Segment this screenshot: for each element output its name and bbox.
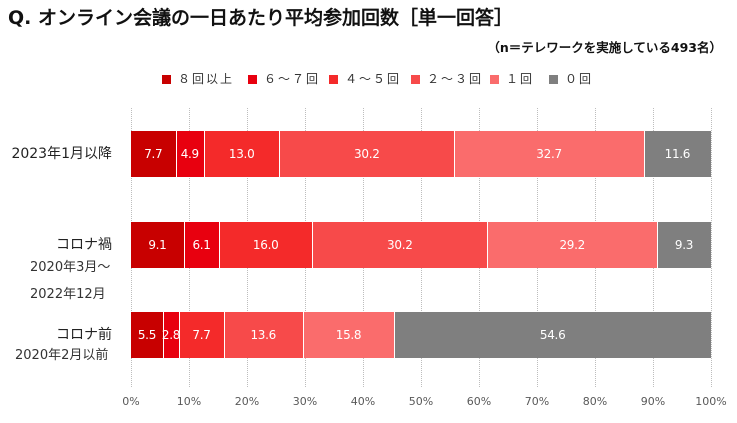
bar-covid-period-8-plus-times [131,222,184,268]
legend-swatch-2-3-times [411,74,420,84]
x-tick-label-80pct: 80% [582,395,608,408]
legend-label-4-5-times: ４～５回 [345,72,402,86]
value-label-2023-onward-0-times: 11.6 [664,147,691,161]
bar-2023-onward-2-3-times [279,131,455,177]
legend-label-0-times: ０回 [565,72,594,86]
value-label-pre-covid-0-times: 54.6 [539,328,566,342]
legend-label-6-7-times: ６～７回 [264,72,321,86]
sample-size-note: （n＝テレワークを実施している493名） [487,40,722,55]
legend-swatch-8-plus-times [162,74,171,84]
bar-pre-covid-8-plus-times [131,312,163,358]
value-label-covid-period-2-3-times: 30.2 [387,238,413,252]
legend-label-2-3-times: ２～３回 [427,72,484,86]
x-tick-label-20pct: 20% [234,395,260,408]
bar-pre-covid-0-times [394,312,711,358]
category-sublabel-covid-period-1: 2020年3月～ [30,260,111,275]
bar-2023-onward-6-7-times [175,131,204,177]
x-tick-label-10pct: 10% [176,395,202,408]
category-label-covid-period: コロナ禍 [56,237,112,253]
value-label-pre-covid-2-3-times: 13.6 [250,328,276,342]
legend-swatch-4-5-times [329,74,338,84]
chart-title: Q. オンライン会議の一日あたり平均参加回数［単一回答］ [8,7,513,29]
value-label-covid-period-8-plus-times: 9.1 [148,238,167,252]
value-label-2023-onward-2-3-times: 30.2 [354,147,380,161]
legend-label-1-time: １回 [506,72,535,86]
bar-covid-period-4-5-times [219,222,313,268]
x-tick-label-60pct: 60% [466,395,492,408]
x-tick-label-70pct: 70% [524,395,550,408]
legend-item-0-times: ０回 [549,70,593,88]
bar-2023-onward-1-time [454,131,644,177]
value-label-pre-covid-6-7-times: 2.8 [161,328,181,342]
category-label-pre-covid: コロナ前 [56,327,112,343]
bar-2023-onward-4-5-times [204,131,280,177]
legend-swatch-0-times [549,74,558,84]
bar-pre-covid-2-3-times [223,312,303,358]
x-tick-label-30pct: 30% [292,395,318,408]
x-tick-label-40pct: 40% [350,395,376,408]
category-sublabel-pre-covid-1: 2020年2月以前 [15,348,109,363]
legend-item-8-plus-times: ８回以上 [162,70,234,88]
legend-swatch-1-time [490,74,499,84]
value-label-2023-onward-8-plus-times: 7.7 [144,147,163,161]
category-label-2023-onward: 2023年1月以降 [11,146,112,162]
bar-covid-period-2-3-times [312,222,488,268]
value-label-covid-period-4-5-times: 16.0 [252,238,279,252]
bar-2023-onward-0-times [643,131,711,177]
bar-pre-covid-6-7-times [162,312,180,358]
bar-covid-period-1-time [487,222,657,268]
bar-2023-onward-8-plus-times [131,131,176,177]
value-label-2023-onward-4-5-times: 13.0 [228,147,255,161]
x-tick-label-50pct: 50% [408,395,434,408]
bar-pre-covid-1-time [302,312,395,358]
legend-item-2-3-times: ２～３回 [411,70,483,88]
bar-pre-covid-4-5-times [179,312,224,358]
legend-label-8-plus-times: ８回以上 [178,72,235,86]
bar-covid-period-0-times [657,222,711,268]
legend-swatch-6-7-times [248,74,257,84]
value-label-2023-onward-6-7-times: 4.9 [180,147,199,161]
x-tick-label-100pct: 100% [695,395,727,408]
legend-item-6-7-times: ６～７回 [248,70,320,88]
gridline-100pct [711,108,712,387]
value-label-covid-period-1-time: 29.2 [559,238,585,252]
legend-item-1-time: １回 [490,70,534,88]
value-label-covid-period-0-times: 9.3 [674,238,694,252]
category-sublabel-covid-period-2: 2022年12月 [30,287,106,302]
value-label-pre-covid-1-time: 15.8 [335,328,362,342]
x-tick-label-90pct: 90% [640,395,666,408]
x-tick-label-0pct: 0% [122,395,140,408]
value-label-pre-covid-8-plus-times: 5.5 [137,328,157,342]
value-label-pre-covid-4-5-times: 7.7 [192,328,211,342]
value-label-2023-onward-1-time: 32.7 [536,147,562,161]
bar-covid-period-6-7-times [183,222,220,268]
value-label-covid-period-6-7-times: 6.1 [192,238,211,252]
legend-item-4-5-times: ４～５回 [329,70,401,88]
